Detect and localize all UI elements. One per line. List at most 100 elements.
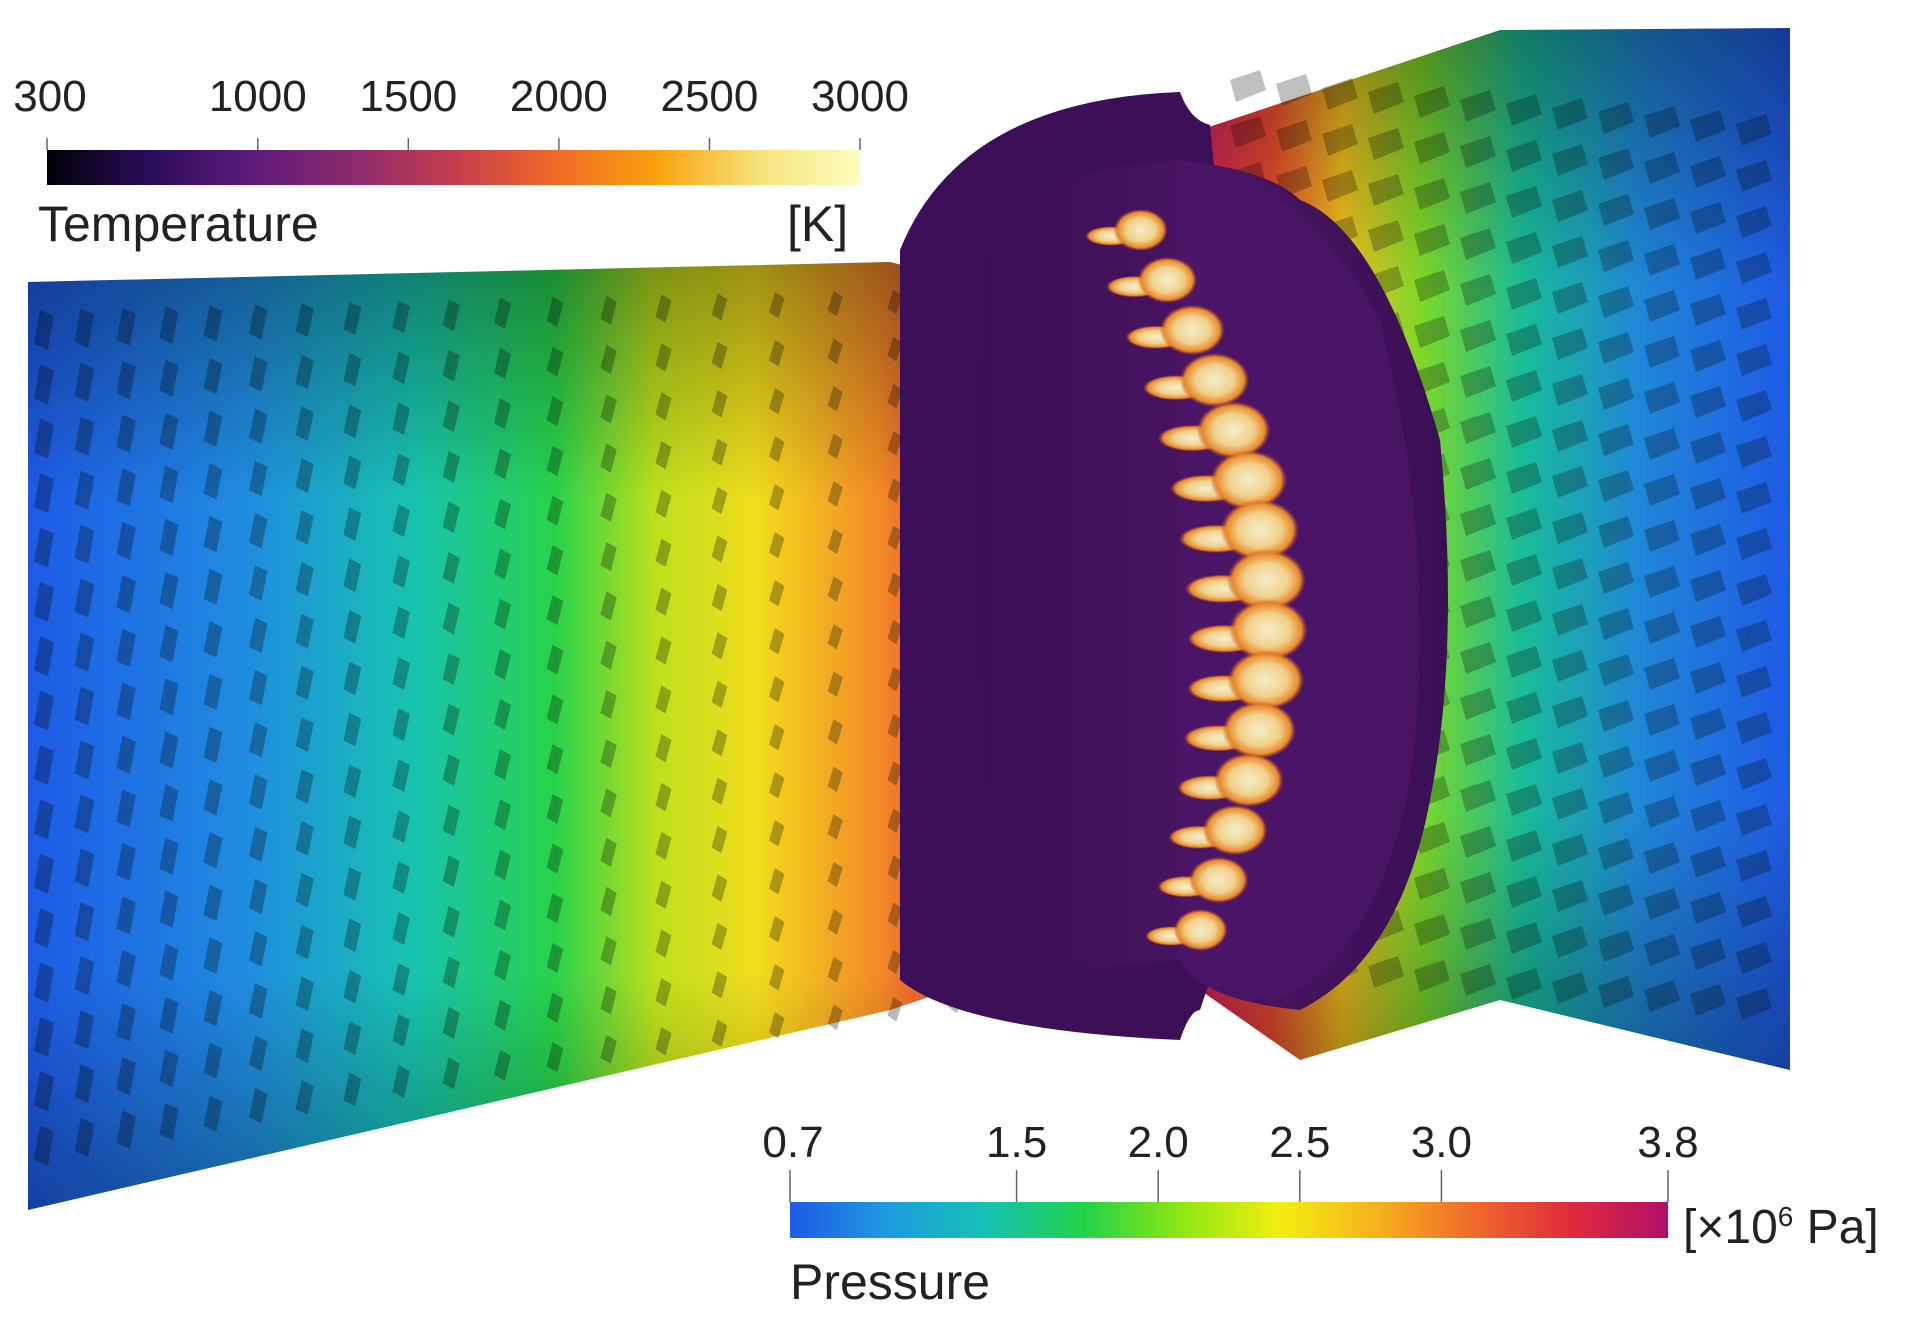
compressor-blade-slot xyxy=(494,749,511,781)
compressor-blade-slot xyxy=(392,555,410,589)
compressor-blade-slot xyxy=(159,837,179,875)
compressor-blade-slot xyxy=(116,468,136,507)
compressor-blade-slot xyxy=(116,628,136,667)
turbine-blade xyxy=(1552,650,1588,682)
compressor-blade-slot xyxy=(600,689,617,719)
compressor-blade-slot xyxy=(600,837,617,867)
compressor-blade-slot xyxy=(34,418,54,459)
turbine-blade xyxy=(1368,82,1404,114)
compressor-blade-slot xyxy=(159,571,179,610)
turbine-blade xyxy=(1460,872,1496,904)
turbine-blade xyxy=(1644,658,1680,690)
turbine-blade xyxy=(1690,156,1726,188)
temperature-gradient-bar xyxy=(47,150,860,185)
compressor-blade-slot xyxy=(655,587,672,616)
compressor-blade-slot xyxy=(159,678,179,716)
compressor-blade-slot xyxy=(34,636,54,677)
turbine-blade xyxy=(1414,224,1450,256)
turbine-blade xyxy=(1506,692,1542,724)
temperature-tick-label: 2000 xyxy=(509,72,608,121)
turbine-blade xyxy=(1506,416,1542,448)
turbine-blade xyxy=(1506,370,1542,402)
flame-plume xyxy=(1106,256,1198,304)
compressor-blade-slot xyxy=(494,498,511,530)
turbine-blade xyxy=(1598,976,1634,1008)
compressor-blade-slot xyxy=(116,1110,136,1149)
compressor-blade-slot xyxy=(116,789,136,828)
turbine-blade xyxy=(1460,274,1496,306)
compressor-blade-slot xyxy=(442,349,460,382)
turbine-blade xyxy=(1644,152,1680,184)
turbine-blade xyxy=(1460,136,1496,168)
compressor-blade-slot xyxy=(343,610,362,644)
turbine-blade xyxy=(1644,842,1680,874)
pressure-unit-suffix: Pa] xyxy=(1793,1201,1879,1254)
compressor-blade-slot xyxy=(203,305,223,342)
compressor-blade-slot xyxy=(203,1042,223,1080)
turbine-blade xyxy=(1736,298,1772,330)
turbine-blade xyxy=(1506,554,1542,586)
turbine-blade xyxy=(1736,758,1772,790)
flame-plume xyxy=(1085,209,1168,251)
compressor-blade-slot xyxy=(203,515,223,553)
turbine-blade xyxy=(1414,316,1450,348)
compressor-blade-slot xyxy=(34,908,54,949)
turbine-blade xyxy=(1736,712,1772,744)
turbine-blade xyxy=(1552,696,1588,728)
flame-head xyxy=(1159,304,1225,356)
turbine-blade xyxy=(1736,114,1772,146)
turbine-blade xyxy=(1322,78,1358,110)
flame-plume xyxy=(1168,804,1268,856)
turbine-blade xyxy=(1690,938,1726,970)
compressor-blade-slot xyxy=(887,431,903,456)
compressor-blade-slot xyxy=(116,1003,136,1042)
compressor-blade-slot xyxy=(442,1006,460,1039)
compressor-blade-slot xyxy=(887,808,903,833)
compressor-blade-slot xyxy=(655,782,672,812)
compressor-blade-slot xyxy=(249,722,268,758)
flame-plume xyxy=(1187,599,1308,661)
compressor-blade-slot xyxy=(600,591,617,621)
flame-head xyxy=(1137,256,1198,304)
compressor-blade-slot xyxy=(74,794,95,834)
turbine-blade xyxy=(1598,240,1634,272)
turbine-blade xyxy=(1644,566,1680,598)
turbine-blade xyxy=(1598,746,1634,778)
compressor-blade-slot xyxy=(600,739,617,769)
compressor-blade-slot xyxy=(343,558,362,593)
compressor-blade-slot xyxy=(116,896,136,935)
compressor-blade-slot xyxy=(159,412,179,450)
flame-head xyxy=(1213,752,1284,808)
pressure-gradient-bar xyxy=(790,1202,1668,1238)
compressor-blade-slot xyxy=(249,878,268,915)
compressor-blade-slot xyxy=(769,724,785,751)
compressor-blade-slot xyxy=(392,453,410,487)
turbine-blade xyxy=(1552,926,1588,958)
turbine-blade xyxy=(1460,504,1496,536)
compressor-blade-slot xyxy=(343,507,362,541)
compressor-blade-slot xyxy=(769,964,785,991)
compressor-blade-slot xyxy=(711,583,728,612)
compressor-blade-slot xyxy=(159,731,179,769)
compressor-blade-slot xyxy=(600,886,617,917)
compressor-blade-slot xyxy=(827,385,843,412)
turbine-blade xyxy=(1414,868,1450,900)
compressor-blade-slot xyxy=(600,640,617,670)
compressor-blade-slot xyxy=(249,565,268,601)
turbine-blade xyxy=(1552,374,1588,406)
turbine-blade xyxy=(1690,662,1726,694)
compressor-blade-slot xyxy=(203,989,223,1027)
temperature-tick-label: 3000 xyxy=(811,72,909,121)
compressor-blade-slot xyxy=(655,831,672,861)
turbine-blade xyxy=(1736,436,1772,468)
compressor-blade-slot xyxy=(655,978,672,1007)
turbine-blade xyxy=(1690,248,1726,280)
turbine-blade xyxy=(1598,194,1634,226)
temperature-colorbar xyxy=(46,138,861,185)
turbine-blade xyxy=(1736,666,1772,698)
turbine-blade xyxy=(1368,128,1404,160)
compressor-blade-slot xyxy=(159,784,179,822)
turbine-blade xyxy=(1276,74,1312,106)
turbine-blade xyxy=(1460,826,1496,858)
turbine-blade xyxy=(1598,102,1634,134)
